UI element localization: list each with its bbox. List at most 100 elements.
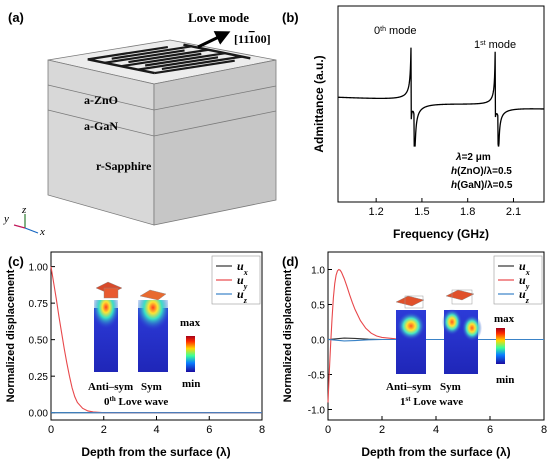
series-line-uz (327, 338, 544, 342)
plot-b-ylabel: Admittance (a.u.) (312, 55, 326, 152)
y-tick-label: 0.50 (29, 336, 49, 347)
y-tick-label: 1.0 (311, 266, 325, 277)
panel-c: (c) 0 2 4 6 8 0.00 0.25 0.50 0.75 1.00 max min An… (5, 251, 266, 459)
block-front-face (47, 59, 155, 226)
x-tick-label: 2 (101, 424, 107, 436)
idt-pattern (87, 43, 251, 75)
y-tick-label: -0.5 (308, 371, 326, 382)
mode-shape-inset-c: max min Anti–sym Sym 0th Love wave (88, 281, 201, 408)
anti-sym-mesh-d (404, 295, 424, 309)
sym-field-c (138, 300, 168, 338)
love-mode-label: Love mode (188, 10, 249, 25)
sym-top-d (445, 289, 475, 301)
mode1-label: 1st mode (474, 39, 516, 51)
panel-d: (d) 0 2 4 6 8 -1.0 -0.5 0.0 0.5 1.0 max min Anti–… (282, 251, 547, 459)
sym-label-c: Sym (141, 381, 162, 393)
x-tick-label: 4 (153, 424, 159, 436)
x-tick-label: 6 (206, 424, 212, 436)
param-lambda: λ=2 μm (455, 152, 491, 163)
idt-finger (111, 45, 192, 60)
x-tick-label: 1.8 (460, 206, 475, 218)
legend-label-z: uz (237, 287, 248, 305)
colorbar-d (496, 328, 505, 364)
idt-busbar-right (183, 43, 251, 60)
y-tick-label: 1.00 (29, 263, 49, 274)
admittance-curve (337, 47, 544, 147)
layer-label-zno: a-ZnO (84, 93, 118, 107)
idt-finger (137, 56, 219, 71)
series-line-uy (327, 268, 544, 403)
mode0-label: 0th mode (374, 25, 417, 37)
colorbar-max-d: max (494, 313, 515, 325)
panel-a-label: (a) (8, 10, 24, 25)
layer-boundary-gan (47, 109, 277, 137)
plot-b-xlabel: Frequency (GHz) (393, 227, 489, 241)
plot-d-ylabel: Normalized displacement (282, 269, 294, 402)
idt-finger (144, 52, 226, 67)
colorbar-c (186, 336, 195, 372)
anti-sym-top-d (395, 295, 425, 307)
legend-label-x: ux (519, 259, 530, 277)
plot-d-ticks: 0 2 4 6 8 -1.0 -0.5 0.0 0.5 1.0 (308, 266, 547, 437)
idt-finger (128, 48, 209, 64)
plot-c-lines (50, 266, 262, 414)
mode-shape-inset-d: max min Anti–sym Sym 1st Love wave (386, 289, 515, 408)
x-tick-label: 0 (48, 424, 54, 436)
panel-d-label: (d) (282, 254, 299, 269)
y-tick-label: 0.0 (311, 336, 325, 347)
y-axis (13, 224, 26, 229)
x-tick-label: 6 (487, 424, 493, 436)
x-tick-label: 1.5 (414, 206, 429, 218)
legend-label-x: ux (237, 259, 248, 277)
plot-b-ticks: 1.2 1.5 1.8 2.1 (368, 198, 521, 218)
plot-c-ticks: 0 2 4 6 8 0.00 0.25 0.50 0.75 1.00 (29, 263, 266, 436)
colorbar-max-c: max (180, 317, 201, 329)
idt-finger (154, 59, 235, 75)
x-tick-label: 2 (379, 424, 385, 436)
legend-label-y: uy (519, 273, 530, 291)
block-right-face (153, 59, 277, 226)
x-tick-label: 4 (433, 424, 439, 436)
param-gan: h(GaN)/λ=0.5 (451, 180, 513, 191)
x-tick-label: 1.2 (368, 206, 383, 218)
anti-sym-field-c (94, 300, 118, 336)
plot-d-xlabel: Depth from the surface (λ) (361, 445, 510, 459)
y-tick-label: 0.75 (29, 299, 49, 310)
caption-c: 0th Love wave (104, 395, 168, 408)
y-tick-label: 0.5 (311, 301, 325, 312)
y-tick-label: 0.25 (29, 372, 49, 383)
plot-c-ylabel: Normalized displacement (5, 269, 17, 402)
idt-finger (161, 55, 243, 71)
colorbar-min-d: min (496, 374, 514, 386)
x-axis (24, 227, 39, 234)
panel-b-label: (b) (282, 10, 299, 25)
sym-field-d-right (462, 315, 482, 341)
z-axis-label: z (21, 204, 27, 216)
layer-label-sapphire: r-Sapphire (96, 159, 152, 173)
y-tick-label: 0.00 (29, 409, 49, 420)
anti-sym-field-d (397, 312, 425, 340)
x-tick-label: 2.1 (506, 206, 521, 218)
sym-top-c (139, 289, 167, 301)
x-tick-label: 0 (325, 424, 331, 436)
plot-b-frame (337, 5, 545, 203)
x-tick-label: 8 (541, 424, 547, 436)
anti-sym-label-d: Anti–sym (386, 381, 431, 393)
sym-label-d: Sym (440, 381, 461, 393)
idt-finger (104, 49, 185, 64)
y-tick-label: -1.0 (308, 406, 326, 417)
idt-finger (121, 52, 202, 68)
layer-label-gan: a-GaN (84, 119, 118, 133)
x-tick-label: 8 (259, 424, 265, 436)
colorbar-min-c: min (182, 378, 200, 390)
panel-a: (a) a-ZnO a-GaN r-Sapphire Love mode [11… (3, 10, 277, 238)
anti-sym-cap-c (103, 287, 119, 299)
legend-label-z: uz (519, 287, 530, 305)
panel-c-label: (c) (8, 254, 24, 269)
direction-label: [11100] (234, 32, 271, 46)
love-mode-arrow (197, 31, 231, 49)
y-axis-label: y (3, 213, 9, 225)
